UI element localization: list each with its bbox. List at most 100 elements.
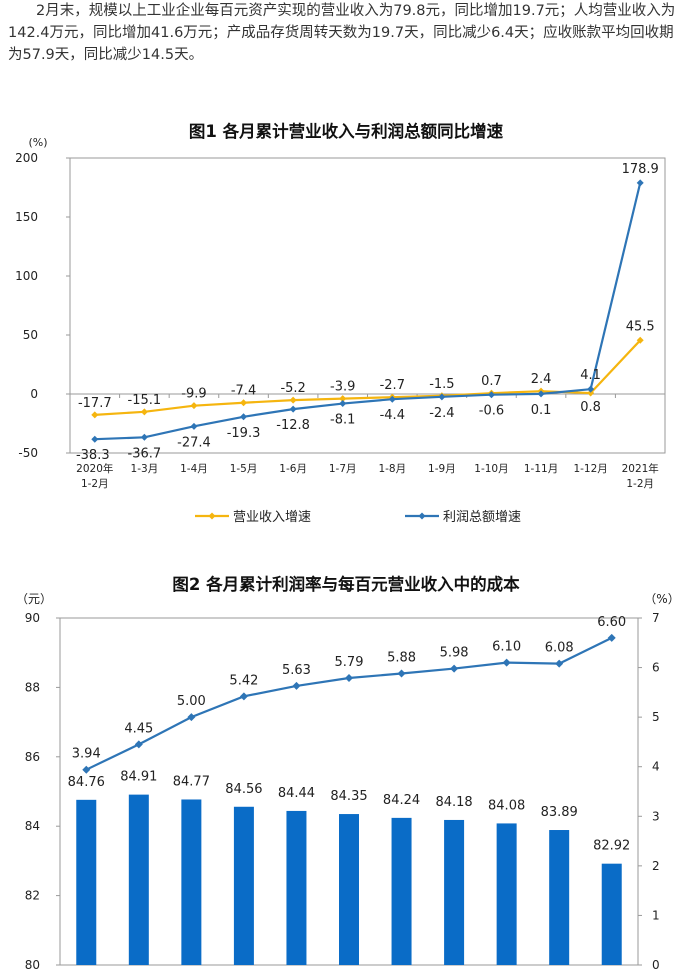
- chart1-profit-data-label: -0.6: [479, 404, 504, 419]
- chart2-cost-bar-label: 84.56: [225, 782, 262, 797]
- chart1-legend-revenue-label: 营业收入增速: [233, 510, 311, 525]
- chart1-x-tick-label: 1-11月: [524, 463, 558, 475]
- chart2-left-tick-label: 82: [25, 889, 40, 903]
- chart2-right-tick-label: 3: [652, 809, 660, 823]
- chart1-x-tick-label: 1-5月: [230, 463, 258, 475]
- chart2-right-tick-label: 2: [652, 859, 660, 873]
- chart2-left-tick-label: 90: [25, 611, 40, 625]
- chart2-profit-rate-label: 4.45: [124, 721, 153, 736]
- chart1-revenue-point: [587, 389, 595, 397]
- chart2-cost-bar-label: 83.89: [541, 805, 578, 820]
- chart1-profit-point: [240, 413, 248, 421]
- chart1-x-tick-label: 1-12月: [573, 463, 607, 475]
- chart2-profit-rate-label: 5.42: [229, 673, 258, 688]
- chart1-y-tick-label: 150: [15, 210, 38, 224]
- chart1-legend-profit-label: 利润总额增速: [443, 510, 521, 525]
- chart1-y-tick-label: 50: [23, 328, 38, 342]
- chart1-revenue-point: [91, 411, 99, 419]
- chart2-profit-rate-point: [502, 658, 511, 667]
- chart1-revenue-point: [240, 399, 248, 407]
- chart2-right-tick-label: 1: [652, 908, 660, 922]
- chart1-profit-data-label: -2.4: [429, 406, 454, 421]
- chart1-profit-point: [140, 433, 148, 441]
- chart2-profit-rate-point: [555, 659, 564, 668]
- chart1-profit-point: [487, 391, 495, 399]
- chart1-x-tick-label: 2020年: [76, 462, 113, 475]
- chart1-revenue-point: [339, 395, 347, 403]
- chart2-profit-rate-label: 6.08: [545, 641, 574, 656]
- chart2-cost-bar: [233, 806, 254, 965]
- chart1-x-tick-label: 1-2月: [81, 478, 109, 490]
- chart2-left-tick-label: 86: [25, 750, 40, 764]
- chart2-profit-rate-label: 5.88: [387, 651, 416, 666]
- chart2-right-unit: （%）: [644, 592, 679, 606]
- chart1-x-tick-label: 1-3月: [131, 463, 159, 475]
- chart2-profit-rate-point: [345, 673, 353, 682]
- chart2-right-tick-label: 5: [652, 710, 660, 724]
- intro-paragraph: 2月末，规模以上工业企业每百元资产实现的营业收入为79.8元，同比增加19.7元…: [8, 0, 688, 66]
- chart2-profit-rate-point: [187, 713, 196, 722]
- chart2-left-tick-label: 84: [25, 819, 40, 833]
- chart2-profit-rate-label: 5.98: [440, 646, 469, 661]
- chart1-profit-data-label: -4.4: [380, 408, 405, 423]
- chart1-revenue-data-label: -9.9: [181, 387, 206, 402]
- chart2-profit-rate-label: 6.10: [492, 640, 521, 655]
- chart2-cost-bar: [286, 810, 307, 965]
- chart2-cost-bar: [76, 799, 97, 965]
- intro-text: 2月末，规模以上工业企业每百元资产实现的营业收入为79.8元，同比增加19.7元…: [8, 3, 676, 63]
- chart1-legend-profit-marker: [418, 512, 426, 520]
- chart1-plot-frame: [69, 157, 666, 454]
- chart1-profit-data-label: 178.9: [622, 162, 659, 177]
- chart1-revenue-point: [140, 408, 148, 416]
- chart2-profit-rate-point: [82, 765, 91, 774]
- chart2-cost-bar: [339, 814, 359, 965]
- chart2-cost-bar-label: 84.91: [120, 770, 157, 785]
- chart2-cost-bar: [128, 794, 149, 965]
- chart1-revenue-line: [94, 339, 642, 416]
- chart1-revenue-data-label: 45.5: [626, 319, 655, 334]
- chart1-x-tick-label: 1-4月: [180, 463, 208, 475]
- chart1-profit-point: [289, 405, 297, 413]
- chart1-profit-data-label: -19.3: [227, 426, 261, 441]
- chart1-profit-data-label: 0.1: [531, 403, 552, 418]
- chart2-cost-bar-label: 82.92: [593, 839, 630, 854]
- chart2-profit-rate-point: [450, 664, 459, 673]
- chart2-cost-bar: [496, 823, 517, 965]
- chart1-profit-data-label: -27.4: [177, 435, 211, 450]
- chart2-profit-rate-point: [239, 692, 248, 701]
- chart2-profit-rate-point: [292, 681, 301, 690]
- chart1-x-tick-label: 1-7月: [329, 463, 357, 475]
- chart1-profit-point: [537, 390, 545, 398]
- chart1-y-unit: (%): [28, 136, 47, 149]
- chart1-revenue-point: [289, 396, 297, 404]
- chart1-revenue-data-label: -3.9: [330, 380, 355, 395]
- chart2-profit-rate-label: 5.00: [177, 694, 206, 709]
- chart1-profit-point: [636, 179, 644, 187]
- chart1-x-tick-label: 2021年: [622, 462, 659, 475]
- chart1-profit-data-label: -8.1: [330, 413, 355, 428]
- chart2-profit-rate-label: 6.60: [597, 615, 626, 630]
- chart2-cost-bar-label: 84.35: [330, 789, 367, 804]
- chart2-profit-rate-point: [607, 633, 616, 642]
- chart1-revenue-profit-growth: (%) 200 150 100 50 0 -50 2020年 1-2月 1-3月 1-4月 1-5月 1…: [15, 136, 666, 525]
- chart1-y-tick-label: 0: [30, 387, 38, 401]
- chart1-profit-data-label: 4.1: [580, 368, 601, 383]
- chart1-x-tick-label: 1-10月: [474, 463, 508, 475]
- chart2-right-tick-label: 6: [652, 661, 660, 675]
- chart1-revenue-data-label: 0.7: [481, 374, 502, 389]
- chart1-revenue-point: [636, 336, 644, 344]
- chart1-revenue-data-label: -17.7: [78, 396, 112, 411]
- chart1-legend-revenue-marker: [208, 512, 216, 520]
- chart1-profit-data-label: -12.8: [276, 418, 310, 433]
- chart1-y-tick-label: 100: [15, 269, 38, 283]
- chart1-profit-point: [587, 385, 595, 393]
- chart2-profit-rate-point: [134, 740, 143, 749]
- chart2-left-unit: （元）: [16, 592, 52, 606]
- chart1-title: 图1 各月累计营业收入与利润总额同比增速: [188, 122, 504, 141]
- chart2-cost-bar: [444, 819, 465, 965]
- chart1-revenue-data-label: 2.4: [531, 372, 552, 387]
- chart1-revenue-data-label: -15.1: [128, 393, 162, 408]
- chart2-cost-bar-label: 84.76: [68, 775, 105, 790]
- chart1-revenue-data-label: -1.5: [429, 377, 454, 392]
